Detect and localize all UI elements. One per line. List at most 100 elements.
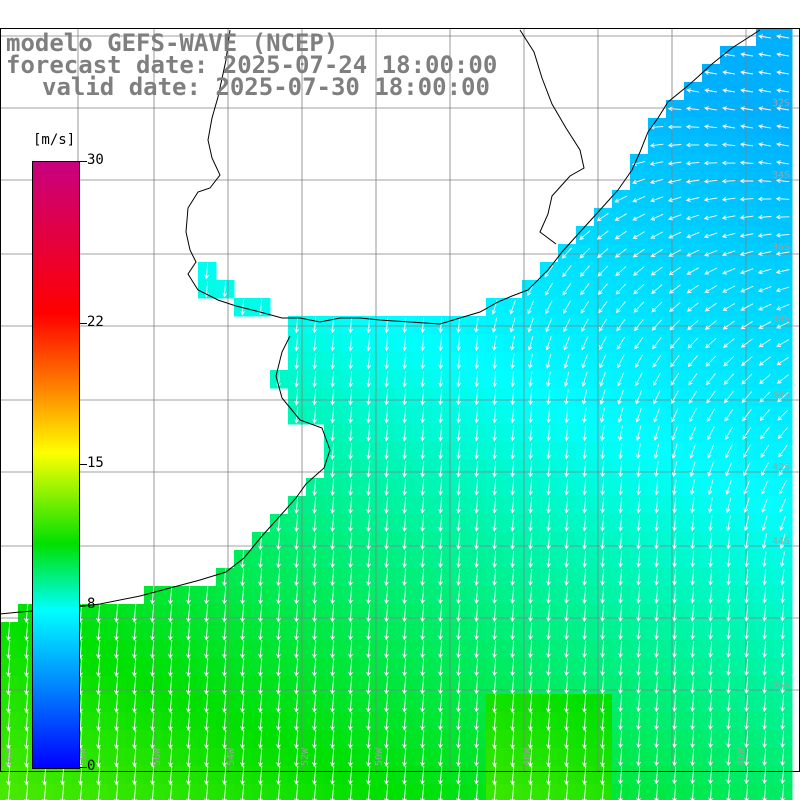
wind-arrow xyxy=(690,569,695,586)
wind-arrow xyxy=(527,318,534,333)
wind-arrow xyxy=(708,748,713,767)
wind-arrow xyxy=(672,587,677,604)
wind-arrow xyxy=(456,712,461,731)
wind-arrow xyxy=(762,569,767,586)
wind-arrow xyxy=(420,514,425,532)
wind-arrow xyxy=(330,460,335,478)
wind-arrow xyxy=(456,604,461,623)
wind-arrow xyxy=(564,568,569,586)
wind-arrow xyxy=(204,676,209,695)
wind-arrow xyxy=(186,693,191,713)
wind-arrow xyxy=(294,729,299,749)
wind-arrow xyxy=(690,730,695,749)
wind-arrow xyxy=(509,317,516,333)
wind-arrow xyxy=(725,479,732,495)
wind-arrow xyxy=(671,461,678,478)
wind-arrow xyxy=(597,265,609,277)
wind-arrow xyxy=(776,124,789,129)
wind-arrow xyxy=(294,622,299,641)
wind-arrow xyxy=(546,693,551,714)
wind-arrow xyxy=(330,514,335,533)
wind-arrow xyxy=(402,532,407,551)
wind-arrow xyxy=(456,748,461,767)
wind-arrow xyxy=(776,321,790,329)
wind-arrow xyxy=(402,694,407,713)
wind-arrow xyxy=(582,533,587,550)
wind-arrow xyxy=(402,766,407,785)
wind-arrow xyxy=(703,232,718,239)
wind-arrow xyxy=(114,622,119,641)
wind-arrow xyxy=(402,514,407,532)
wind-arrow xyxy=(744,658,749,676)
wind-arrow xyxy=(650,213,664,221)
wind-arrow xyxy=(222,568,227,587)
wind-arrow xyxy=(690,533,695,550)
wind-arrow xyxy=(456,353,461,370)
wind-arrow xyxy=(546,533,551,550)
wind-arrow xyxy=(402,586,407,605)
wind-arrow xyxy=(672,533,677,550)
wind-arrow xyxy=(703,142,718,148)
wind-arrow xyxy=(669,319,681,331)
wind-arrow xyxy=(366,407,371,424)
wind-arrow xyxy=(742,409,752,422)
wind-arrow xyxy=(778,444,788,458)
wind-arrow xyxy=(24,765,29,786)
wind-arrow xyxy=(546,479,551,496)
wind-arrow xyxy=(6,729,11,750)
wind-arrow xyxy=(402,676,407,695)
wind-arrow xyxy=(330,676,335,695)
wind-arrow xyxy=(114,675,119,696)
wind-arrow xyxy=(650,249,663,258)
wind-arrow xyxy=(294,676,299,695)
colorbar-tick-mark xyxy=(79,464,87,465)
wind-arrow xyxy=(744,605,749,622)
wind-arrow xyxy=(759,374,771,385)
wind-arrow xyxy=(654,587,659,604)
wind-arrow xyxy=(348,317,353,334)
wind-arrow xyxy=(775,286,790,293)
wind-arrow xyxy=(240,604,245,623)
wind-arrow xyxy=(778,462,788,476)
wind-arrow xyxy=(564,765,569,786)
wind-arrow xyxy=(420,766,425,785)
wind-arrow xyxy=(384,479,389,496)
wind-arrow xyxy=(528,783,533,800)
wind-arrow xyxy=(258,694,263,713)
wind-arrow xyxy=(348,532,353,551)
wind-arrow xyxy=(564,676,569,695)
wind-arrow xyxy=(723,373,735,385)
wind-arrow xyxy=(402,317,407,334)
wind-arrow xyxy=(186,765,191,786)
wind-arrow xyxy=(780,587,785,604)
wind-arrow xyxy=(366,676,371,695)
wind-arrow xyxy=(204,640,209,659)
wind-arrow xyxy=(708,658,713,676)
wind-arrow xyxy=(402,371,407,388)
wind-arrow xyxy=(672,694,677,713)
wind-arrow xyxy=(474,640,479,659)
wind-arrow xyxy=(563,318,571,333)
wind-arrow xyxy=(742,426,752,440)
wind-arrow xyxy=(186,729,191,750)
wind-arrow xyxy=(671,408,679,423)
wind-arrow xyxy=(546,676,551,695)
wind-arrow xyxy=(492,640,497,659)
wind-arrow xyxy=(330,586,335,605)
wind-arrow xyxy=(168,729,173,750)
wind-arrow xyxy=(456,515,461,532)
wind-arrow xyxy=(384,676,389,695)
wind-arrow xyxy=(510,550,515,568)
wind-arrow xyxy=(474,353,479,370)
wind-arrow xyxy=(689,461,696,477)
wind-arrow xyxy=(420,461,425,478)
wind-arrow xyxy=(654,694,659,713)
wind-arrow xyxy=(743,444,751,459)
wind-arrow xyxy=(617,407,624,424)
wind-arrow xyxy=(651,319,662,331)
wind-arrow xyxy=(312,640,317,659)
wind-arrow xyxy=(420,497,425,514)
wind-arrow xyxy=(402,425,407,442)
wind-arrow xyxy=(420,335,425,352)
wind-arrow xyxy=(474,425,479,442)
